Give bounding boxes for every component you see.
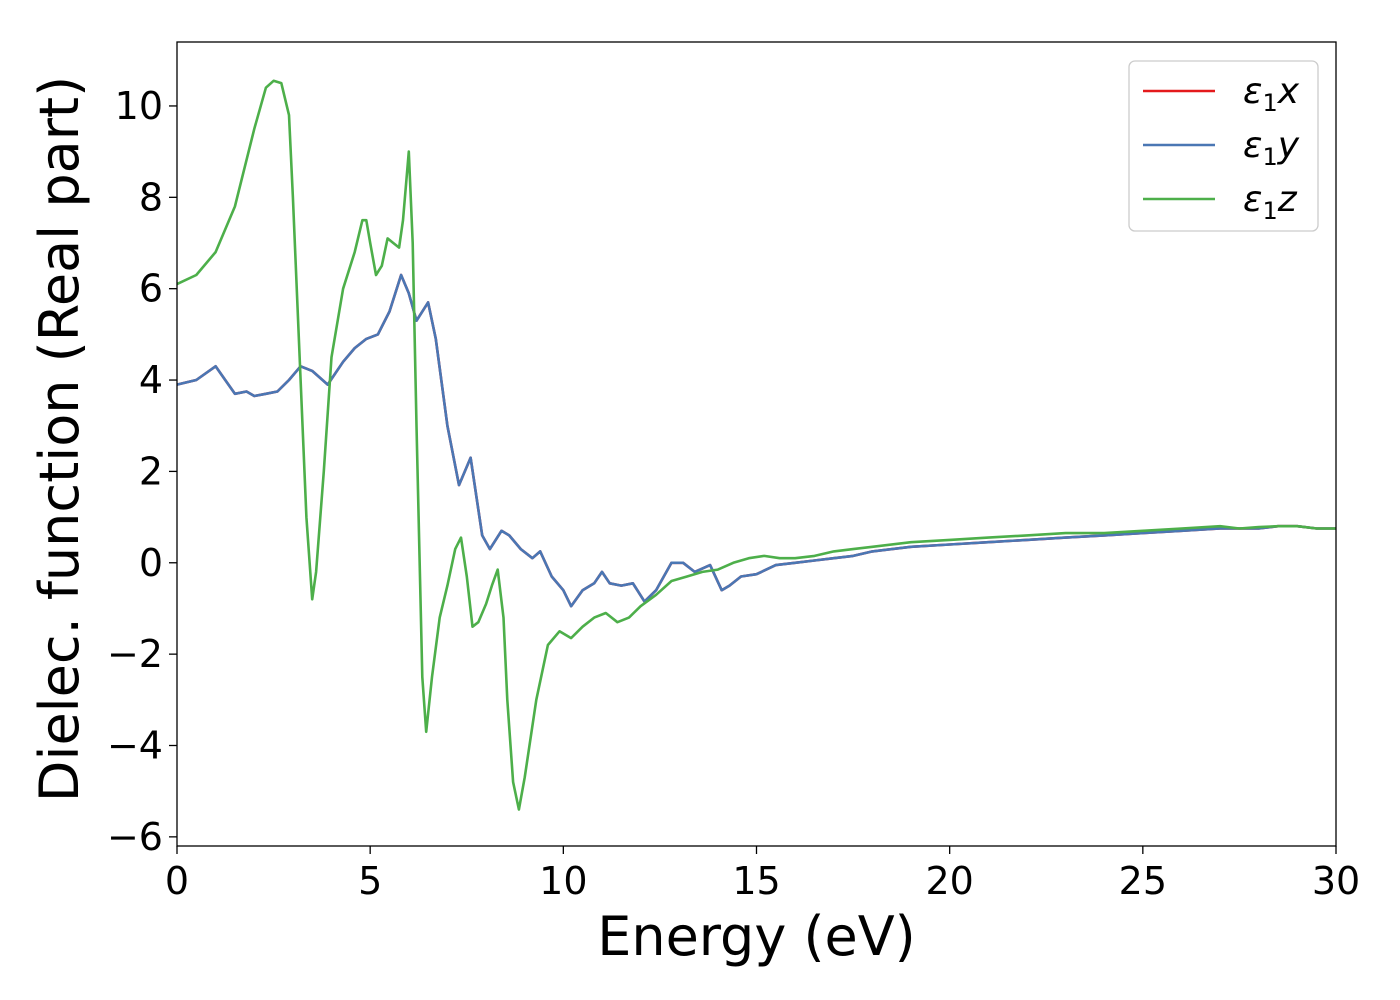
y-tick-label: −4 — [107, 724, 163, 768]
x-tick-label: 30 — [1312, 859, 1360, 903]
y-axis-ticks: −6 −4 −2 0 2 4 6 8 10 — [107, 84, 177, 859]
legend-label-z: ε1z — [1243, 179, 1298, 225]
x-tick-label: 10 — [539, 859, 587, 903]
y-tick-label: 2 — [139, 449, 163, 493]
y-tick-label: −6 — [107, 815, 163, 859]
x-tick-label: 5 — [358, 859, 382, 903]
legend-box — [1128, 60, 1319, 232]
x-tick-label: 20 — [925, 859, 973, 903]
y-tick-label: 0 — [139, 541, 163, 585]
series-line-y — [176, 273, 1336, 608]
series-line-z — [176, 79, 1336, 811]
plot-lines — [176, 79, 1336, 811]
legend-label-y: ε1y — [1243, 125, 1300, 171]
x-axis-label: Energy (eV) — [597, 905, 916, 968]
y-tick-label: 10 — [115, 84, 163, 128]
x-tick-label: 0 — [165, 859, 189, 903]
y-axis-label: Dielec. function (Real part) — [28, 76, 91, 802]
x-tick-label: 25 — [1119, 859, 1167, 903]
y-tick-label: 4 — [139, 358, 163, 402]
legend: ε1x ε1y ε1z — [1128, 60, 1319, 232]
legend-label-x: ε1x — [1243, 71, 1300, 117]
x-axis-ticks: 0 5 10 15 20 25 30 — [165, 846, 1360, 903]
y-tick-label: 6 — [139, 267, 163, 311]
y-tick-label: −2 — [107, 632, 163, 676]
x-tick-label: 15 — [732, 859, 780, 903]
y-tick-label: 8 — [139, 175, 163, 219]
